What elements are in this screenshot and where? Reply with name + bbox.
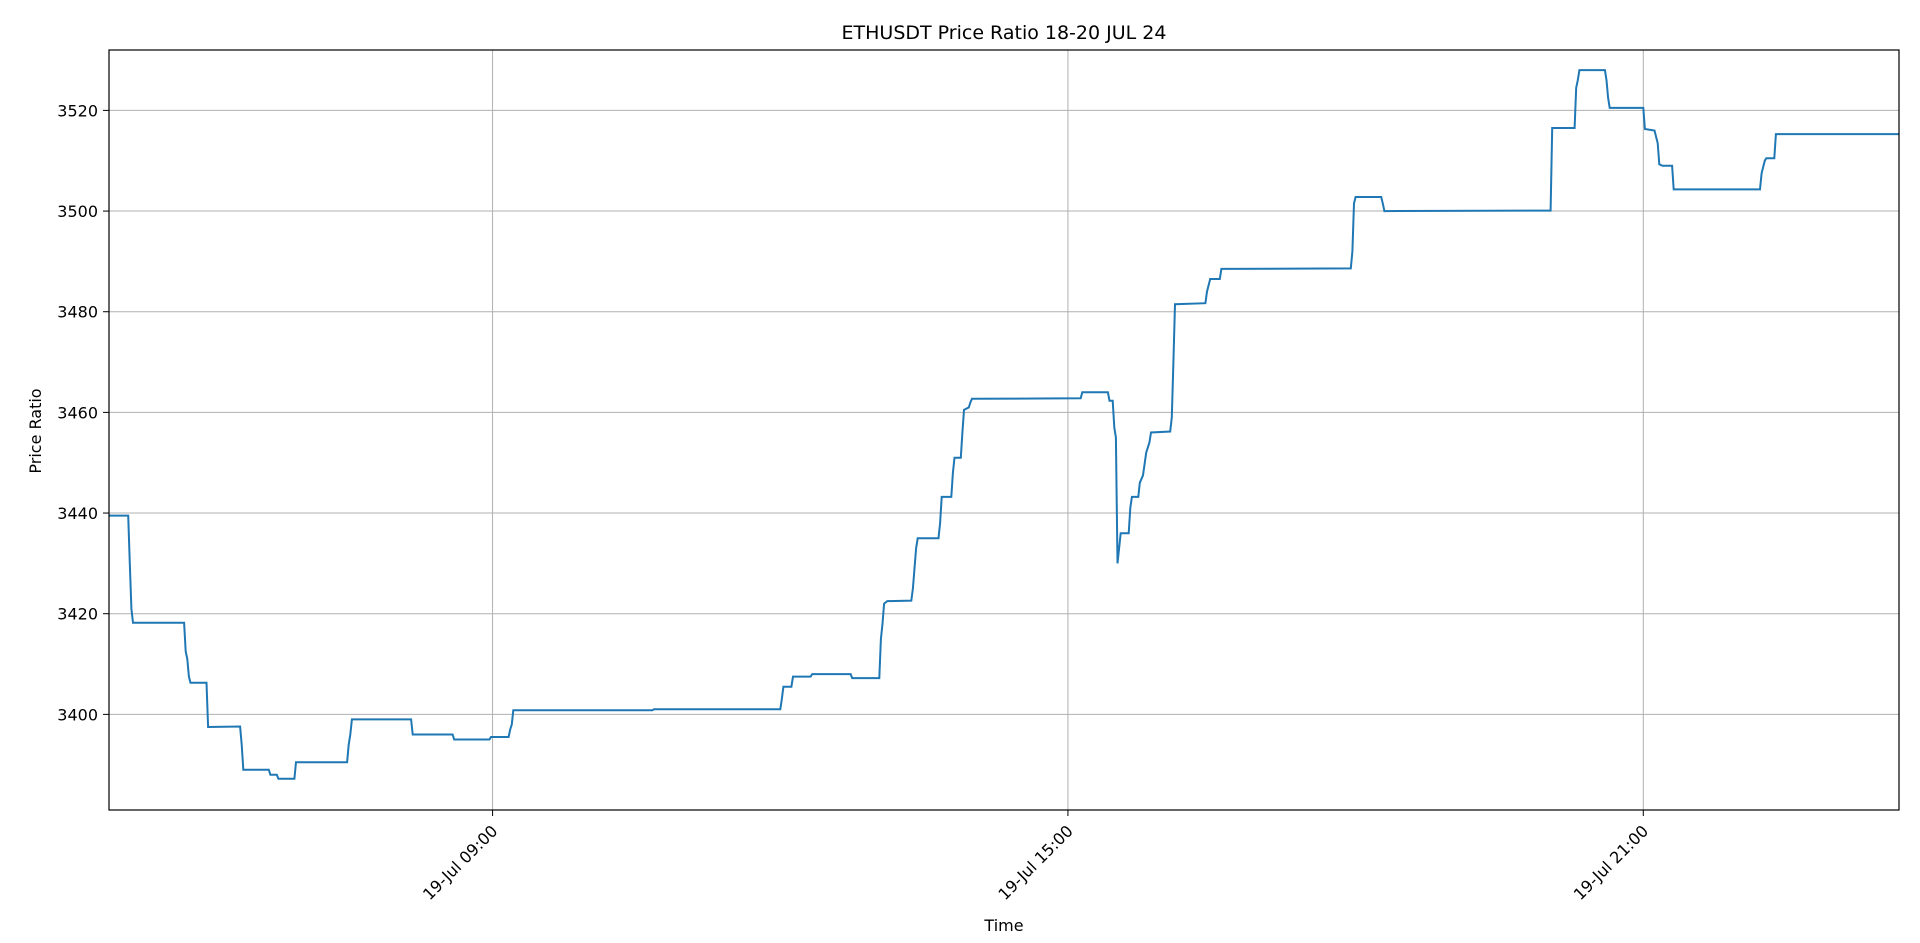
- y-tick-label: 3460: [57, 403, 98, 422]
- x-tick-label: 19-Jul 09:00: [419, 821, 501, 903]
- x-axis-label: Time: [983, 916, 1023, 935]
- plot-area-frame: [108, 49, 1900, 811]
- grid-lines: [109, 50, 1899, 810]
- x-tick-label: 19-Jul 15:00: [994, 821, 1076, 903]
- y-tick-label: 3420: [57, 605, 98, 624]
- y-tick-label: 3480: [57, 303, 98, 322]
- y-tick-label: 3520: [57, 101, 98, 120]
- x-tick-label: 19-Jul 21:00: [1570, 821, 1652, 903]
- y-tick-label: 3440: [57, 504, 98, 523]
- y-tick-label: 3500: [57, 202, 98, 221]
- y-axis-label: Price Ratio: [26, 388, 45, 473]
- chart-title: ETHUSDT Price Ratio 18-20 JUL 24: [842, 22, 1167, 44]
- y-tick-label: 3400: [57, 705, 98, 724]
- price-ratio-series-line: [109, 69, 1899, 780]
- axis-ticks: 3400 3420 3440 3460 3480 3500 3520 19-Jul 09:00…: [57, 101, 1652, 903]
